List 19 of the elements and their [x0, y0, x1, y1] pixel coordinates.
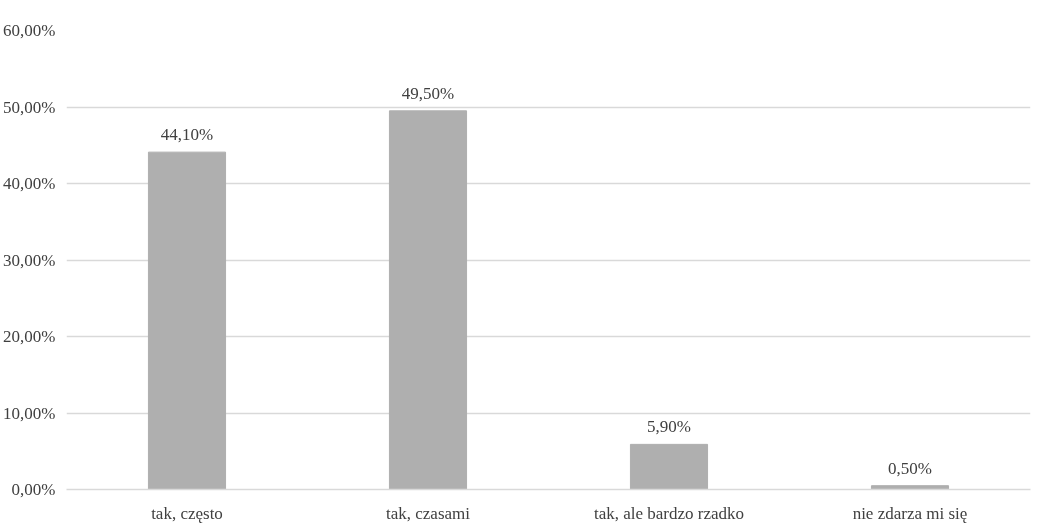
y-tick-label: 60,00% — [3, 21, 56, 40]
data-label: 0,50% — [888, 458, 932, 478]
x-tick-label: tak, ale bardzo rzadko — [593, 503, 745, 523]
x-tick-label: tak, często — [151, 503, 223, 523]
y-tick-label: 0,00% — [11, 480, 56, 499]
y-tick-label: 40,00% — [3, 174, 56, 193]
x-tick-label: tak, czasami — [385, 503, 471, 523]
y-tick-label: 20,00% — [3, 327, 56, 346]
bar — [629, 443, 709, 490]
data-label: 5,90% — [647, 417, 691, 437]
y-tick-label: 30,00% — [3, 250, 56, 270]
bar — [870, 485, 950, 490]
x-tick-label: nie zdarza mi się — [852, 503, 968, 523]
data-label: 49,50% — [401, 83, 455, 103]
bar — [147, 151, 227, 490]
bar — [388, 110, 468, 490]
data-label: 44,10% — [160, 125, 214, 145]
y-tick-label: 10,00% — [3, 403, 56, 423]
y-tick-label: 50,00% — [3, 97, 56, 117]
